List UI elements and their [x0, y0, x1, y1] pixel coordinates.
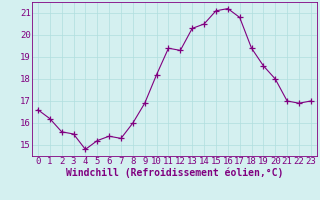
- X-axis label: Windchill (Refroidissement éolien,°C): Windchill (Refroidissement éolien,°C): [66, 168, 283, 178]
